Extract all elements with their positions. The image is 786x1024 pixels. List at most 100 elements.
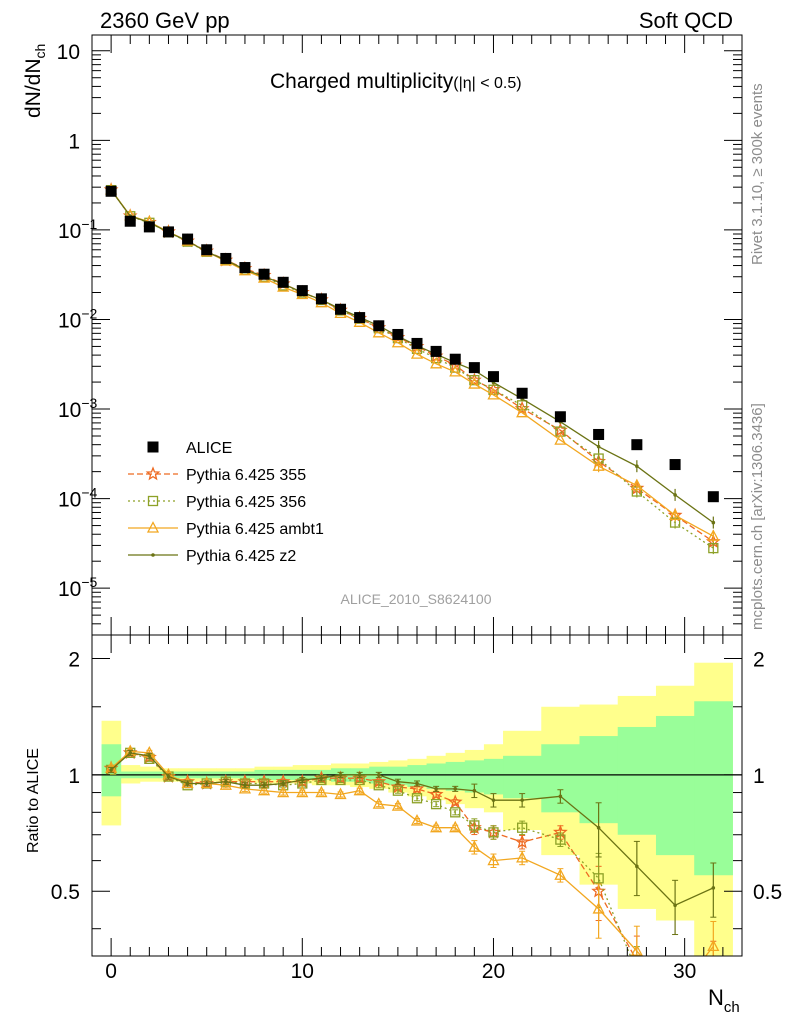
legend-label: Pythia 6.425 356 — [186, 494, 306, 511]
main-ytick-label-exp: −2 — [81, 305, 97, 321]
plot-title-suffix: (|η| < 0.5) — [453, 75, 521, 92]
plot-title: Charged multiplicity(|η| < 0.5) — [270, 70, 522, 93]
legend-label: ALICE — [186, 440, 232, 457]
band-stat — [503, 755, 542, 799]
main-point — [516, 400, 528, 411]
main-series-line — [110, 189, 714, 543]
alice-point — [277, 276, 289, 288]
ratio-point — [488, 827, 499, 838]
ratio-point — [707, 939, 720, 952]
main-ytick-label-base: 10 — [58, 220, 81, 243]
main-y-label: dN/dNch — [22, 44, 48, 118]
rivet-label: Rivet 3.1.10, ≥ 300k events — [749, 83, 766, 265]
main-point — [635, 464, 639, 469]
ratio-point — [281, 781, 285, 786]
main-ytick-label-base: 10 — [58, 309, 81, 332]
legend: ALICE Pythia 6.425 355 Pythia 6.425 356 Pyt… — [128, 440, 324, 565]
ratio-point — [514, 834, 530, 849]
alice-point — [430, 345, 442, 357]
alice-point — [201, 244, 213, 256]
legend-label: Pythia 6.425 ambt1 — [186, 521, 324, 538]
ratio-point — [449, 820, 462, 833]
alice-point — [411, 337, 423, 349]
alice-point — [354, 312, 366, 324]
legend-marker — [151, 553, 155, 557]
alice-point — [335, 303, 347, 315]
alice-point — [258, 268, 270, 280]
main-y-label-sub: ch — [32, 44, 48, 59]
alice-point — [162, 226, 174, 238]
ratio-ytick-label-right: 0.5 — [753, 881, 782, 904]
ratio-point — [554, 868, 567, 880]
legend-item: Pythia 6.425 355 — [128, 466, 306, 484]
header-right: Soft QCD — [639, 8, 733, 33]
ratio-point — [338, 773, 343, 777]
legend-label: Pythia 6.425 355 — [186, 467, 306, 484]
mcplots-label: mcplots.cern.ch [arXiv:1306.3436] — [749, 403, 766, 630]
alice-point — [392, 328, 404, 340]
main-ytick-label: 10−3 — [58, 395, 98, 422]
main-ytick-label: 1 — [68, 130, 80, 153]
alice-point — [296, 285, 308, 297]
alice-point — [631, 439, 643, 451]
ratio-point — [147, 754, 152, 758]
alice-point — [487, 371, 499, 383]
ratio-point — [296, 785, 309, 798]
ratio-point — [411, 793, 423, 804]
main-ytick-label-exp: −5 — [81, 574, 97, 590]
alice-point — [143, 221, 155, 233]
main-ytick-label: 10−5 — [58, 574, 98, 601]
legend-label: Pythia 6.425 z2 — [186, 548, 296, 565]
ratio-point — [671, 1017, 680, 1024]
legend-item: Pythia 6.425 ambt1 — [128, 521, 324, 538]
legend-marker — [145, 466, 161, 481]
ratio-point — [472, 788, 477, 793]
band-stat — [445, 761, 466, 791]
ratio-point — [592, 902, 605, 914]
ratio-point — [257, 783, 271, 796]
band-stat — [407, 765, 428, 788]
band-stat — [694, 701, 733, 876]
ratio-point — [357, 773, 362, 777]
main-point — [372, 325, 385, 338]
header-left: 2360 GeV pp — [100, 8, 230, 33]
analysis-id: ALICE_2010_S8624100 — [340, 591, 491, 607]
x-tick-label: 30 — [673, 960, 696, 983]
alice-point — [468, 362, 480, 374]
alice-point — [239, 262, 251, 274]
ratio-point — [415, 781, 419, 786]
main-ytick-label-base: 10 — [58, 578, 81, 601]
x-axis-label-sub: ch — [724, 999, 740, 1016]
ratio-point — [468, 840, 481, 852]
ratio-point — [596, 825, 601, 830]
alice-point — [105, 185, 117, 197]
ratio-point — [224, 779, 228, 784]
plot-title-text: Charged multiplicity — [270, 70, 454, 93]
legend-marker — [147, 495, 159, 507]
legend-item: Pythia 6.425 z2 — [128, 548, 296, 565]
alice-point — [124, 215, 136, 227]
ratio-point — [520, 798, 524, 802]
ratio-point — [673, 903, 677, 908]
main-y-label-text: dN/dN — [22, 58, 45, 118]
ratio-point — [392, 785, 404, 796]
ratio-point — [109, 768, 113, 772]
ratio-point — [319, 776, 324, 781]
ratio-point — [487, 853, 500, 866]
main-series — [105, 182, 720, 543]
main-ytick-label-exp: −1 — [81, 216, 97, 232]
main-point — [711, 520, 716, 525]
main-ytick-label: 10 — [57, 41, 80, 64]
main-point — [554, 433, 567, 445]
ratio-point — [376, 773, 381, 777]
band-stat — [426, 763, 447, 789]
ratio-point — [300, 778, 305, 782]
alice-point — [220, 252, 232, 264]
x-axis-label: Nch — [708, 985, 740, 1016]
ratio-point — [430, 820, 443, 833]
ratio-ytick-label-left: 1 — [68, 765, 80, 788]
ratio-point — [453, 787, 458, 791]
legend-item: ALICE — [147, 440, 232, 457]
main-ytick-label: 10−4 — [58, 485, 98, 512]
